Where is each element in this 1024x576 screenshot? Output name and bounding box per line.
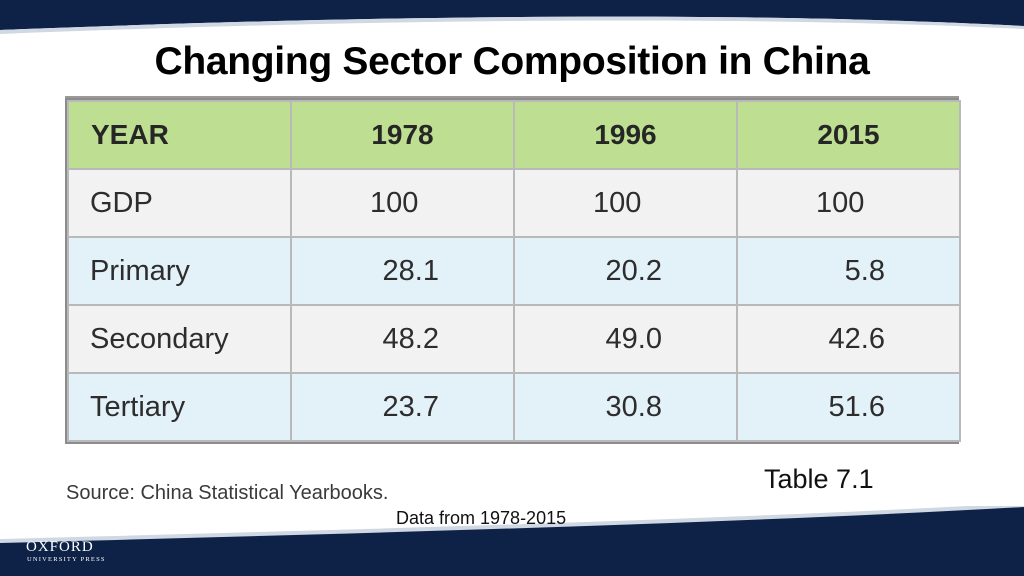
row-label: Tertiary xyxy=(67,372,292,442)
table-row-primary: Primary 28.1 20.2 5.8 xyxy=(67,236,961,306)
table-header-row: YEAR 1978 1996 2015 xyxy=(67,100,961,170)
header-1978: 1978 xyxy=(290,100,515,170)
sector-composition-table: YEAR 1978 1996 2015 GDP 100 100 100 Prim… xyxy=(65,98,961,444)
bottom-decorative-band xyxy=(0,506,1024,576)
logo-subtitle: UNIVERSITY PRESS xyxy=(27,556,106,563)
row-label: Primary xyxy=(67,236,292,306)
top-decorative-band xyxy=(0,0,1024,34)
source-note: Source: China Statistical Yearbooks. xyxy=(66,482,389,504)
header-1996: 1996 xyxy=(513,100,738,170)
table-caption: Table 7.1 xyxy=(764,464,874,494)
logo-name: OXFORD xyxy=(26,539,94,555)
header-2015: 2015 xyxy=(736,100,961,170)
cell-value: 28.1 xyxy=(290,236,515,306)
cell-value: 100 xyxy=(736,168,961,238)
header-year: YEAR xyxy=(67,100,292,170)
cell-value: 100 xyxy=(513,168,738,238)
row-label: Secondary xyxy=(67,304,292,374)
table-row-gdp: GDP 100 100 100 xyxy=(67,168,961,238)
cell-value: 42.6 xyxy=(736,304,961,374)
cell-value: 48.2 xyxy=(290,304,515,374)
slide-title: Changing Sector Composition in China xyxy=(154,40,870,83)
cell-value: 30.8 xyxy=(513,372,738,442)
table-row-tertiary: Tertiary 23.7 30.8 51.6 xyxy=(67,372,961,442)
row-label: GDP xyxy=(67,168,292,238)
table-row-secondary: Secondary 48.2 49.0 42.6 xyxy=(67,304,961,374)
cell-value: 23.7 xyxy=(290,372,515,442)
oxford-logo: OXFORD UNIVERSITY PRESS xyxy=(26,540,130,564)
cell-value: 100 xyxy=(290,168,515,238)
cell-value: 5.8 xyxy=(736,236,961,306)
cell-value: 49.0 xyxy=(513,304,738,374)
cell-value: 20.2 xyxy=(513,236,738,306)
data-range-note: Data from 1978-2015 xyxy=(396,508,567,528)
cell-value: 51.6 xyxy=(736,372,961,442)
